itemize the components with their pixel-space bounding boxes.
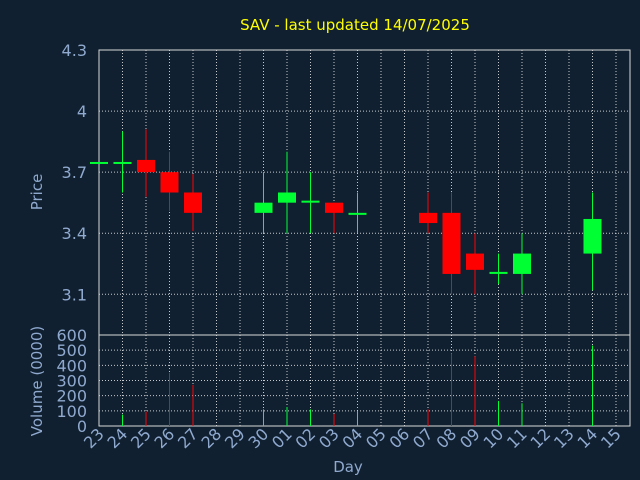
volume-tick-label: 200 [56, 387, 87, 406]
candle-body [325, 202, 343, 213]
x-axis-label: Day [333, 458, 363, 476]
volume-tick-label: 100 [56, 402, 87, 421]
price-tick-label: 3.1 [62, 285, 87, 304]
candle-body [137, 159, 155, 173]
volume-tick-label: 400 [56, 356, 87, 375]
volume-panel: 6005004003002001000232425262728293001020… [56, 326, 631, 452]
candle-body [466, 253, 484, 270]
volume-tick-label: 300 [56, 372, 87, 391]
candle-body [419, 212, 437, 224]
candle-body [254, 202, 273, 213]
candle-body [113, 161, 132, 164]
candle-body [583, 218, 602, 254]
candle-body [278, 192, 296, 203]
price-axis-label: Price [28, 174, 46, 211]
candle-body [513, 253, 531, 274]
price-frame [98, 49, 631, 336]
x-tick-label: 15 [597, 424, 625, 452]
candle-body [301, 200, 320, 203]
chart-title: SAV - last updated 14/07/2025 [240, 16, 470, 34]
price-panel: 4.3 4 3.7 3.4 3.1 [62, 41, 631, 336]
price-tick-label: 4 [77, 102, 87, 121]
volume-frame [98, 334, 631, 427]
volume-axis-label: Volume (0000) [28, 326, 46, 436]
price-tick-label: 3.4 [62, 224, 87, 243]
candle-body [184, 192, 202, 213]
volume-tick-label: 500 [56, 341, 87, 360]
volume-tick-label: 600 [56, 326, 87, 345]
candle-body [442, 212, 461, 274]
candle-body [160, 172, 179, 193]
price-tick-label: 3.7 [62, 163, 87, 182]
candle-body [489, 271, 508, 274]
candle-body [90, 161, 108, 164]
price-tick-label: 4.3 [62, 41, 87, 60]
candle-body [348, 212, 367, 215]
volume-tick-label: 0 [77, 417, 87, 436]
